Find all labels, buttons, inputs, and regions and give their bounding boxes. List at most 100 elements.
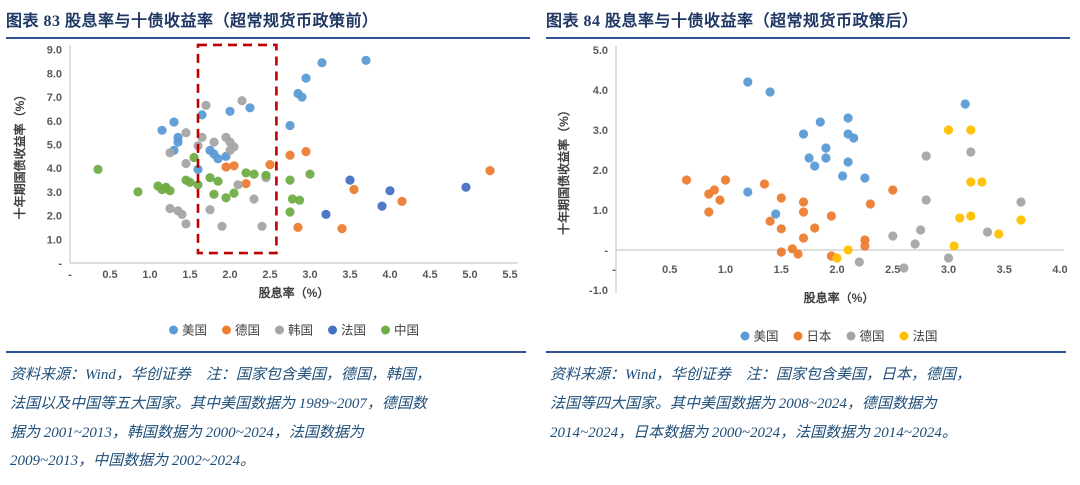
data-point (982, 227, 993, 237)
x-tick-label: - (68, 269, 72, 281)
legend-label: 韩国 (288, 323, 313, 338)
data-point (297, 92, 307, 102)
scatter-chart-83: 9.0 8.0 7.0 6.0 5.0 4.0 3.0 2.0 1.0 -- 0.5 1.0 1.5 2.… (12, 43, 518, 338)
x-tick-label: 1.5 (182, 269, 197, 281)
series-韩国 (161, 96, 271, 231)
data-point (181, 158, 191, 169)
data-point (949, 241, 959, 251)
data-point (285, 207, 295, 217)
x-tick-label: 4.0 (1052, 264, 1067, 276)
y-axis-title: 十年期国债收益率（%） (12, 89, 27, 220)
data-point (810, 223, 820, 233)
x-tick-label: 4.0 (382, 269, 397, 281)
legend-marker (793, 331, 803, 341)
data-point (854, 257, 864, 267)
legend-marker (846, 331, 856, 341)
data-point (265, 160, 275, 170)
data-point (249, 169, 259, 179)
series-中国 (93, 152, 315, 217)
legend-item-韩国: 韩国 (275, 323, 313, 338)
data-point (225, 106, 235, 116)
data-point (943, 253, 954, 263)
y-tick-label: 2.0 (47, 211, 62, 223)
series-美国 (157, 55, 371, 174)
x-tick-labels: - 0.5 1.0 1.5 2.0 2.5 3.0 3.5 4.0 4.5 5.0 5.5 (68, 269, 517, 281)
data-point (177, 209, 187, 219)
data-point (994, 229, 1004, 239)
data-point (720, 175, 731, 185)
data-point (860, 173, 870, 183)
y-tick-label: -1.0 (589, 285, 608, 297)
data-point (295, 195, 305, 205)
data-point (181, 128, 191, 138)
x-tick-label: 5.0 (462, 269, 477, 281)
x-tick-label: 3.0 (941, 264, 956, 276)
axes (69, 45, 518, 264)
data-point (197, 132, 207, 142)
y-tick-label: 1.0 (47, 234, 62, 246)
data-point (287, 194, 297, 204)
y-tick-label: 8.0 (47, 68, 62, 80)
data-point (921, 151, 931, 161)
data-point (715, 195, 725, 205)
legend-label: 美国 (182, 324, 207, 338)
legend-marker (275, 325, 284, 335)
y-tick-label: - (604, 245, 608, 257)
data-point (1016, 197, 1026, 207)
data-point (815, 117, 825, 127)
data-point (93, 164, 103, 174)
y-tick-labels: 9.0 8.0 7.0 6.0 5.0 4.0 3.0 2.0 1.0 - (47, 45, 63, 270)
series-德国 (221, 147, 495, 234)
data-point (1016, 215, 1026, 225)
data-point (838, 171, 848, 181)
data-point (843, 113, 853, 123)
data-point (301, 73, 311, 83)
y-tick-label: 4.0 (593, 85, 608, 97)
x-tick-label: 1.0 (142, 269, 157, 281)
legend-marker (222, 325, 231, 335)
data-point (285, 150, 295, 160)
data-point (337, 224, 347, 234)
data-point (821, 153, 831, 163)
data-point (743, 77, 753, 87)
data-point (173, 137, 183, 147)
data-point (899, 263, 909, 273)
series-德国 (854, 147, 1026, 273)
data-point (843, 245, 853, 255)
data-point (776, 224, 786, 234)
data-point (798, 197, 809, 207)
y-tick-label: 1.0 (593, 205, 608, 217)
data-point (213, 176, 223, 186)
figure-84-panel: 图表 84 股息率与十债收益率（超常规货币政策后） 5.0 4.0 3.0 2.0 1.… (540, 0, 1080, 485)
series-法国 (321, 175, 471, 219)
legend-marker (328, 325, 337, 335)
data-point (832, 253, 842, 263)
y-tick-label: 5.0 (593, 45, 608, 57)
series-法国 (832, 125, 1026, 263)
legend-item-法国: 法国 (328, 324, 366, 338)
figure-84-source-note: 资料来源：Wind，华创证券 注：国家包含美国，日本，德国， 法国等四大国家。其… (546, 351, 1066, 447)
data-point (205, 205, 215, 215)
legend-marker (740, 331, 750, 341)
y-tick-label: - (58, 258, 62, 270)
data-point (285, 120, 295, 131)
x-tick-label: 3.0 (302, 269, 317, 281)
data-point (966, 125, 976, 135)
data-point (361, 55, 371, 65)
data-point (385, 186, 395, 196)
data-point (860, 241, 870, 251)
x-tick-label: 2.0 (829, 264, 844, 276)
legend-item-美国: 美国 (740, 330, 779, 344)
data-point (245, 103, 255, 113)
data-point (681, 175, 692, 185)
data-point (921, 195, 931, 205)
y-tick-label: 3.0 (47, 187, 62, 199)
legend-item-德国: 德国 (222, 323, 260, 338)
data-point (943, 125, 954, 135)
data-point (798, 207, 809, 217)
data-point (197, 110, 207, 120)
data-point (293, 222, 303, 232)
data-point (704, 207, 714, 217)
data-point (193, 164, 203, 174)
